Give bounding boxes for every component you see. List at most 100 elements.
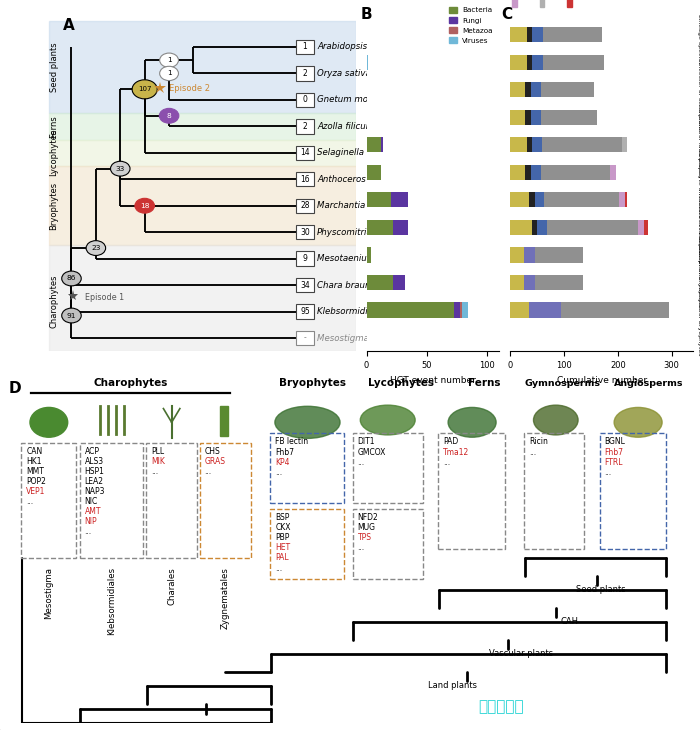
Text: D: D xyxy=(8,381,21,396)
Text: Episode 2: Episode 2 xyxy=(169,84,210,93)
Text: FTRL: FTRL xyxy=(605,458,623,466)
Text: ...: ... xyxy=(275,564,282,572)
Legend: Bacteria, Fungi, Metazoa, Viruses: Bacteria, Fungi, Metazoa, Viruses xyxy=(447,4,496,47)
Bar xyxy=(526,137,532,153)
Text: 86: 86 xyxy=(66,275,76,282)
Text: PLL: PLL xyxy=(151,447,164,456)
Bar xyxy=(367,302,454,318)
Circle shape xyxy=(135,199,155,213)
Text: ...: ... xyxy=(26,497,34,506)
FancyBboxPatch shape xyxy=(296,199,314,213)
Text: Azolla filiculoidesm: Azolla filiculoidesm xyxy=(317,122,400,131)
Text: Charophyte ancestors of land plants: Charophyte ancestors of land plants xyxy=(696,148,700,263)
Bar xyxy=(532,55,542,70)
Text: Selaginella moellendorffii: Selaginella moellendorffii xyxy=(317,148,426,157)
Text: Lycophytes: Lycophytes xyxy=(50,129,59,177)
Text: ...: ... xyxy=(151,466,158,476)
Text: CAH: CAH xyxy=(561,618,578,626)
Bar xyxy=(547,220,638,235)
Bar xyxy=(531,165,540,180)
Text: CHS: CHS xyxy=(204,447,220,456)
Bar xyxy=(531,82,540,97)
FancyBboxPatch shape xyxy=(296,119,314,134)
Ellipse shape xyxy=(614,407,662,437)
Text: 2: 2 xyxy=(302,69,307,78)
Bar xyxy=(540,165,610,180)
Text: Anthoceros angustus: Anthoceros angustus xyxy=(317,174,408,184)
Bar xyxy=(510,82,526,97)
FancyBboxPatch shape xyxy=(296,172,314,186)
Circle shape xyxy=(111,161,130,176)
Text: -: - xyxy=(304,334,307,342)
Text: Ferns: Ferns xyxy=(50,115,59,138)
Text: Bryophytes: Bryophytes xyxy=(50,182,59,230)
Bar xyxy=(540,110,597,125)
Bar xyxy=(381,137,384,153)
Text: TPS: TPS xyxy=(358,534,372,542)
Text: Charales: Charales xyxy=(167,566,176,604)
Text: ...: ... xyxy=(275,468,282,477)
X-axis label: Cumulative number: Cumulative number xyxy=(556,375,647,385)
Text: 9: 9 xyxy=(302,254,307,263)
Bar xyxy=(643,220,648,235)
Text: HK1: HK1 xyxy=(26,457,42,466)
Bar xyxy=(610,165,616,180)
Text: 1: 1 xyxy=(302,42,307,52)
Text: NIC: NIC xyxy=(85,497,98,506)
Bar xyxy=(540,0,544,7)
FancyBboxPatch shape xyxy=(296,93,314,107)
Bar xyxy=(526,27,532,42)
Text: Lycophytes: Lycophytes xyxy=(368,377,435,388)
Text: 95: 95 xyxy=(300,307,310,316)
Text: 23: 23 xyxy=(91,245,101,251)
Text: Gnetum montanum: Gnetum montanum xyxy=(317,96,402,104)
Bar xyxy=(526,110,531,125)
Text: Ancestor of vascular plants: Ancestor of vascular plants xyxy=(696,193,700,279)
Bar xyxy=(510,110,526,125)
Bar xyxy=(367,247,372,263)
Text: 16: 16 xyxy=(300,174,310,184)
Text: Ancestor of land plants: Ancestor of land plants xyxy=(696,104,700,177)
Text: LEA2: LEA2 xyxy=(85,477,104,486)
Text: MMT: MMT xyxy=(26,466,44,476)
Bar xyxy=(545,192,620,207)
Text: AMT: AMT xyxy=(85,507,101,516)
Text: MUG: MUG xyxy=(358,523,375,532)
Text: Fhb7: Fhb7 xyxy=(275,447,294,456)
Text: ...: ... xyxy=(529,447,536,456)
Text: 28: 28 xyxy=(300,201,309,210)
Text: DIT1: DIT1 xyxy=(358,437,375,447)
Text: PBP: PBP xyxy=(275,534,290,542)
Text: Seed plants: Seed plants xyxy=(575,585,625,594)
Bar xyxy=(535,192,545,207)
Bar xyxy=(535,247,583,263)
FancyBboxPatch shape xyxy=(296,66,314,80)
Text: Charophytes: Charophytes xyxy=(93,377,168,388)
Text: Bryophytes: Bryophytes xyxy=(279,377,346,388)
Text: A: A xyxy=(63,18,74,33)
FancyBboxPatch shape xyxy=(296,252,314,266)
Bar xyxy=(531,110,540,125)
Bar xyxy=(459,302,462,318)
Bar xyxy=(524,275,535,290)
Bar xyxy=(367,220,393,235)
Text: 107: 107 xyxy=(138,86,151,92)
Text: VEP1: VEP1 xyxy=(26,487,46,496)
Ellipse shape xyxy=(275,407,340,439)
Bar xyxy=(529,192,535,207)
Text: Ancestor of bryophytes: Ancestor of bryophytes xyxy=(696,238,700,311)
Text: ...: ... xyxy=(358,543,365,553)
Text: 30: 30 xyxy=(300,228,310,237)
Bar xyxy=(512,0,517,7)
Bar xyxy=(510,247,524,263)
Bar xyxy=(367,55,368,70)
Bar xyxy=(454,302,459,318)
Text: B: B xyxy=(360,7,372,23)
Bar xyxy=(540,82,594,97)
Text: Ferns: Ferns xyxy=(468,377,500,388)
Text: ACP: ACP xyxy=(85,447,99,456)
Bar xyxy=(625,192,627,207)
Bar xyxy=(393,275,405,290)
Circle shape xyxy=(62,308,81,323)
Text: CAN: CAN xyxy=(26,447,43,456)
